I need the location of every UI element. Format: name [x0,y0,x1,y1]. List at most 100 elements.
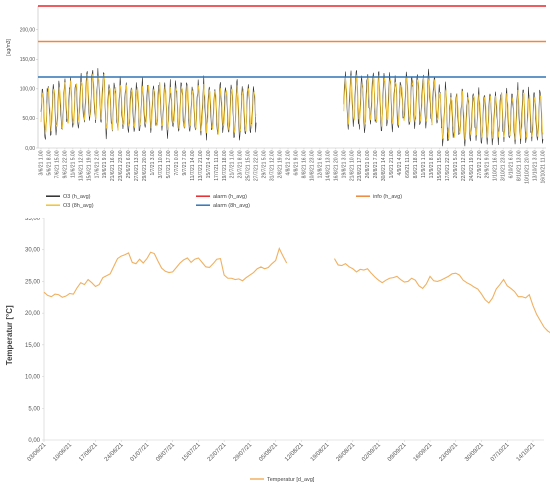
temperature-line-segment [333,258,550,334]
x-tick-label: 14/8/21 13.00 [325,150,331,181]
x-tick-label: 29/9/21 9.00 [485,150,491,178]
x-tick-label: 3/10/21 23.00 [501,150,507,181]
x-tick-label: 27/7/21 22.00 [254,150,260,181]
x-tick-label: 1/10/21 16.00 [493,150,499,181]
x-tick-label: 22/9/21 12.00 [461,150,467,181]
x-tick-label: 8/8/21 16.00 [301,150,307,178]
x-tick-label: 09/09/21 [387,442,408,463]
x-tick-label: 29/6/21 20.00 [142,150,148,181]
x-tick-label: 7/7/21 0.00 [174,150,180,175]
x-tick-label: 4/8/21 2.00 [286,150,292,175]
x-tick-label: 11/9/21 1.00 [421,150,427,178]
y-axis-label: [ug/m3] [6,38,12,55]
x-tick-label: 15/9/21 15.00 [437,150,443,181]
x-tick-label: 10/8/21 23.00 [309,150,315,181]
y-axis-label: Temperatur [°C] [5,305,14,365]
temperature-chart-svg: 0,00 5,00 10,00 15,00 20,00 25,00 30,00 35,00 Te… [5,218,550,483]
temperature-line-segment [43,246,288,298]
x-tick-label: 07/10/21 [490,442,511,463]
x-tick-label: 13/9/21 8.00 [429,150,435,178]
x-tick-label: 12/8/21 6.00 [317,150,323,178]
x-tick-label: 10/06/21 [52,442,73,463]
x-tick-label: 11/6/21 5.00 [70,150,76,178]
x-tick-label: 16/10/21 11.00 [541,150,547,183]
x-tick-label: 8/9/21 18.00 [413,150,419,178]
legend-label: alarm (h_avg) [213,194,247,200]
x-tick-label: 1/7/21 3.00 [150,150,156,175]
x-tick-label: 8/10/21 13.00 [517,150,523,181]
x-tick-label: 23/6/21 23.00 [118,150,124,181]
y-tick-label: 150,00 [20,57,36,63]
x-tick-label: 3/7/21 10.00 [158,150,164,178]
x-tick-label: 7/6/21 15.00 [54,150,60,178]
x-tick-label: 10/10/21 20.00 [525,150,531,184]
x-tick-label: 31/7/21 12.00 [270,150,276,181]
x-tick-label: 6/9/21 11.00 [405,150,411,178]
x-tick-label: 30/8/21 14.00 [381,150,387,181]
x-tick-label: 2/8/21 19.00 [278,150,284,178]
x-tick-label: 13/10/21 3.00 [533,150,539,181]
x-tick-label: 26/08/21 [335,442,356,463]
x-tick-label: 19/7/21 18.00 [222,150,228,181]
y-tick-label: 50,00 [22,116,35,122]
x-tick-label: 24/06/21 [104,442,125,463]
x-tick-label: 08/07/21 [155,442,176,463]
x-tick-label: 13/6/21 12.00 [78,150,84,181]
x-tick-label: 15/6/21 19.00 [86,150,92,181]
x-tick-label: 11/7/21 14.00 [190,150,196,180]
x-tick-label: 16/09/21 [413,442,434,463]
x-tick-label: 26/8/21 0.00 [365,150,371,178]
x-tick-label: 22/07/21 [207,442,228,463]
legend-label: O3 (h_avg) [63,194,91,200]
y-tick-label: 5,00 [28,406,40,412]
x-tick-label: 27/9/21 2.00 [477,150,483,178]
x-tick-label: 5/6/21 8.00 [46,150,52,175]
x-tick-label: 6/8/21 9.00 [293,150,299,175]
x-tick-label: 17/9/21 22.00 [445,150,451,181]
x-tick-label: 6/10/21 6.00 [509,150,515,178]
x-tick-label: 15/07/21 [181,442,202,463]
x-tick-label: 15/7/21 4.00 [206,150,212,178]
x-tick-label: 21/7/21 1.00 [230,150,236,178]
x-tick-label: 17/6/21 2.00 [94,150,100,178]
o3-8h-avg-line [40,73,544,141]
y-tick-label: 15,00 [25,343,41,349]
x-tick-label: 21/6/21 16.00 [110,150,116,181]
x-tick-label: 19/6/21 9.00 [102,150,108,178]
x-tick-label: 23/09/21 [438,442,459,463]
x-tick-label: 25/7/21 15.00 [246,150,252,181]
x-tick-label: 21/8/21 10.00 [349,150,355,181]
x-tick-label: 13/7/21 21.00 [198,150,204,181]
x-tick-label: 3/6/21 1.00 [39,150,45,175]
x-tick-label: 5/7/21 17.00 [166,150,172,178]
o3-chart-svg: 0,00 50,00 100,00 150,00 200,00 [ug/m3] 3/6/21… [6,5,547,209]
x-tick-label: 20/9/21 5.00 [453,150,459,178]
y-tick-label: 25,00 [25,279,41,285]
x-tick-label: 29/07/21 [233,442,254,463]
x-tick-label: 17/06/21 [78,442,99,463]
x-tick-label: 01/07/21 [130,442,151,463]
x-tick-label: 23/7/21 8.00 [238,150,244,178]
legend-label: info (h_avg) [373,194,402,200]
legend-label: O3 (8h_avg) [63,203,94,209]
x-tick-label: 28/8/21 7.00 [373,150,379,178]
x-tick-label: 19/8/21 3.00 [341,150,347,178]
x-tick-label: 25/6/21 6.00 [126,150,132,178]
x-tick-label: 9/6/21 22.00 [62,150,68,178]
o3-chart: 0,00 50,00 100,00 150,00 200,00 [ug/m3] 3/6/21… [0,0,550,210]
x-tick-label: 30/09/21 [464,442,485,463]
x-tick-label: 29/7/21 5.00 [262,150,268,178]
x-tick-label: 16/8/21 20.00 [333,150,339,181]
x-tick-label: 02/09/21 [361,442,382,463]
legend-label: alarm (8h_avg) [213,203,250,209]
legend-label: Temperatur [d_avg] [267,477,315,483]
x-tick-label: 4/9/21 4.00 [397,150,403,175]
y-tick-label: 20,00 [25,311,41,317]
x-tick-label: 24/9/21 19.00 [469,150,475,181]
x-tick-label: 14/10/21 [516,442,537,463]
x-tick-label: 12/08/21 [284,442,305,463]
y-tick-label: 100,00 [20,87,36,93]
y-tick-label: 35,00 [25,218,41,222]
y-tick-label: 0,00 [25,146,35,152]
y-tick-label: 10,00 [25,375,41,381]
